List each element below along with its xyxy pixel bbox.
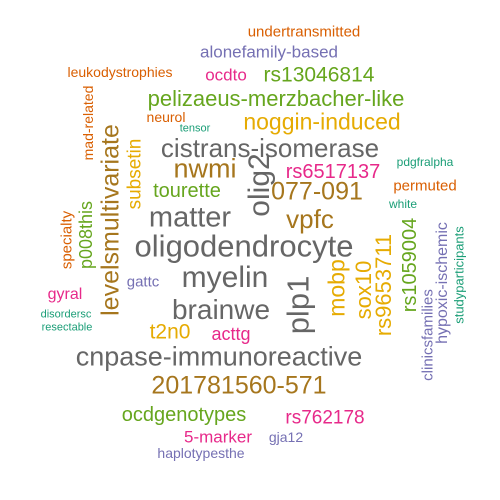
word-mad-related: mad-related — [80, 85, 96, 161]
word-alonefamily-based: alonefamily-based — [200, 42, 338, 62]
word-p008this: p008this — [76, 200, 96, 270]
word-cistrans-isomerase: cistrans-isomerase — [160, 133, 380, 163]
word-rs1059004: rs1059004 — [399, 217, 421, 313]
word-noggin-induced: noggin-induced — [243, 108, 401, 135]
word-ocdto: ocdto — [205, 65, 247, 85]
word-pdgfralpha: pdgfralpha — [396, 155, 454, 169]
word-mobp: mobp — [323, 259, 350, 317]
word-haplotypesthe: haplotypesthe — [157, 445, 245, 461]
word-201781560-571: 201781560-571 — [151, 371, 327, 400]
word-plp1: plp1 — [280, 275, 316, 335]
word-acttg: acttg — [211, 324, 251, 344]
word-levelsmultivariate: levelsmultivariate — [96, 124, 125, 316]
word-rs762178: rs762178 — [285, 407, 365, 429]
word-olig2: olig2 — [243, 153, 276, 217]
word-disordersc: disordersc — [40, 308, 92, 321]
word-specialty: specialty — [58, 210, 76, 270]
word-neurol: neurol — [146, 109, 186, 125]
word-ocdgenotypes: ocdgenotypes — [121, 404, 247, 426]
word-studyparticipants: studyparticipants — [451, 226, 467, 324]
word-gattc: gattc — [126, 273, 160, 291]
word-rs13046814: rs13046814 — [263, 63, 375, 87]
word-gja12: gja12 — [268, 429, 304, 445]
word-gyral: gyral — [47, 286, 83, 303]
word-rs6517137: rs6517137 — [285, 161, 381, 183]
word-pelizaeus-merzbacher-like: pelizaeus-merzbacher-like — [147, 86, 405, 111]
word-leukodystrophies: leukodystrophies — [67, 64, 173, 80]
word-matter: matter — [148, 201, 232, 234]
word-t2n0: t2n0 — [149, 320, 191, 344]
word-permuted: permuted — [393, 177, 457, 195]
word-nwmi: nwmi — [173, 153, 237, 184]
word-vpfc: vpfc — [286, 204, 334, 234]
word-077-091: 077-091 — [271, 177, 363, 206]
word-tourette: tourette — [153, 180, 221, 202]
word-resectable: resectable — [41, 321, 93, 334]
word-undertransmitted: undertransmitted — [247, 23, 361, 41]
word-hypoxic-ischemic: hypoxic-ischemic — [434, 222, 451, 344]
word-oligodendrocyte: oligodendrocyte — [134, 228, 354, 264]
word-cnpase-immunoreactive: cnpase-immunoreactive — [75, 341, 363, 372]
word-brainwe: brainwe — [171, 294, 271, 325]
word-subsetin: subsetin — [124, 138, 146, 210]
word-tensor: tensor — [179, 122, 211, 135]
word-myelin: myelin — [181, 261, 269, 294]
word-5-marker: 5-marker — [183, 427, 253, 447]
word-white: white — [388, 197, 418, 211]
word-rs9653711: rs9653711 — [371, 233, 396, 337]
